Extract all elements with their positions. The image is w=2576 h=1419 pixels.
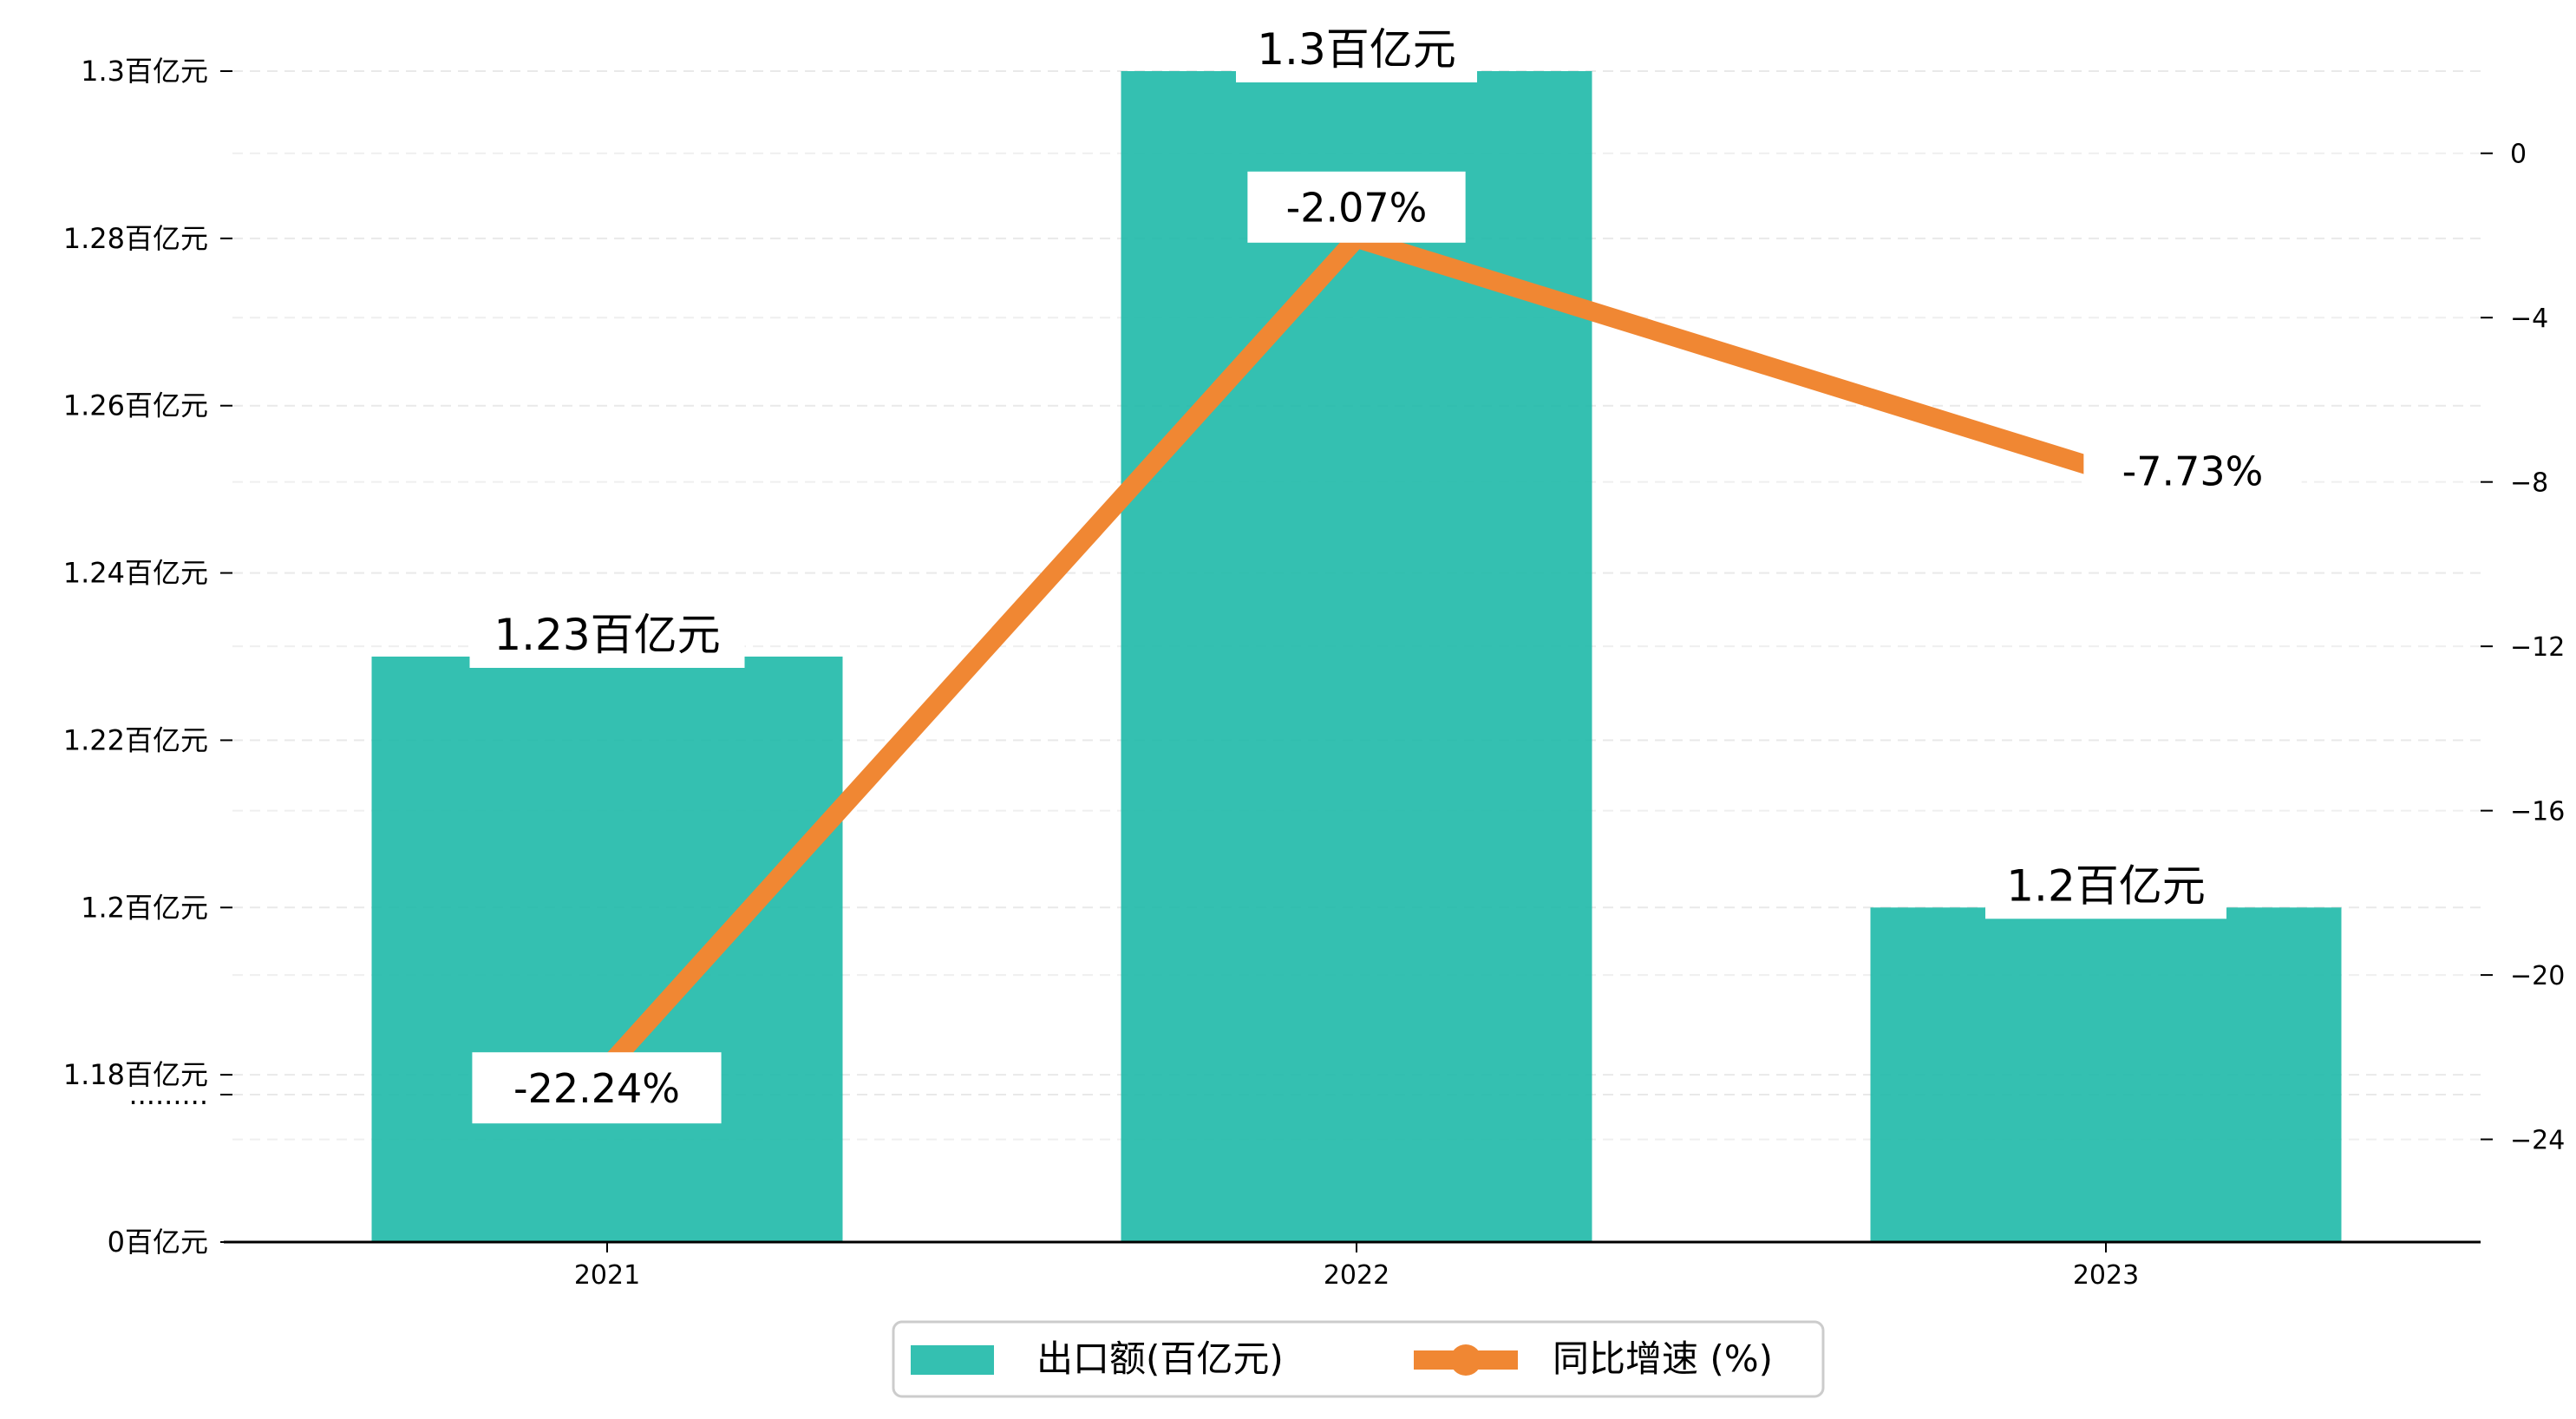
right-tick-label-4: −16 [2510,797,2565,827]
bar-2023 [1870,907,2342,1242]
legend-label-bar: 出口额(百亿元) [1036,1337,1284,1380]
legend-box [892,1320,1825,1398]
legend-swatch-marker [1450,1344,1481,1376]
left-tick-label-5: 1.24百亿元 [63,557,208,590]
right-tick-label-1: −4 [2510,304,2548,334]
x-tick-label-2022: 2022 [1324,1260,1389,1291]
left-tick-label-1: ......... [128,1078,208,1111]
x-tick-label-2023: 2023 [2073,1260,2139,1291]
left-tick-label-3: 1.2百亿元 [81,891,208,924]
right-tick-label-0: 0 [2510,140,2527,170]
right-tick-label-3: −12 [2510,632,2565,663]
legend-swatch-bar [911,1345,994,1375]
left-tick-label-7: 1.28百亿元 [63,222,208,255]
bar-value-label-2023: 1.2百亿元 [2006,860,2206,911]
bar-2022 [1121,71,1592,1242]
line-value-label-2023: -7.73% [2122,448,2264,494]
line-value-label-2022: -2.07% [1286,184,1428,231]
left-tick-label-6: 1.26百亿元 [63,389,208,422]
left-tick-label-0: 0百亿元 [108,1226,208,1259]
right-tick-label-5: −20 [2510,961,2565,991]
left-tick-label-4: 1.22百亿元 [63,723,208,756]
line-value-label-2021: -22.24% [513,1065,680,1112]
x-tick-label-2021: 2021 [574,1260,640,1291]
bar-value-label-2023-box [1985,851,2226,919]
legend-label-line: 同比增速 (%) [1553,1337,1773,1380]
line-value-label-2021-box [472,1052,722,1124]
right-tick-label-6: −24 [2510,1126,2565,1156]
bar-value-label-2022: 1.3百亿元 [1257,24,1456,75]
bar-value-label-2022-box [1236,15,1477,82]
right-tick-label-2: −8 [2510,468,2548,499]
left-tick-label-2: 1.18百亿元 [63,1058,208,1091]
line-value-label-2023-box [2083,435,2302,507]
left-tick-label-8: 1.3百亿元 [81,55,208,88]
bar-value-label-2021: 1.23百亿元 [494,610,720,660]
bar-2021 [371,657,843,1242]
line-value-label-2022-box [1247,171,1466,243]
bar-value-label-2021-box [469,600,745,668]
